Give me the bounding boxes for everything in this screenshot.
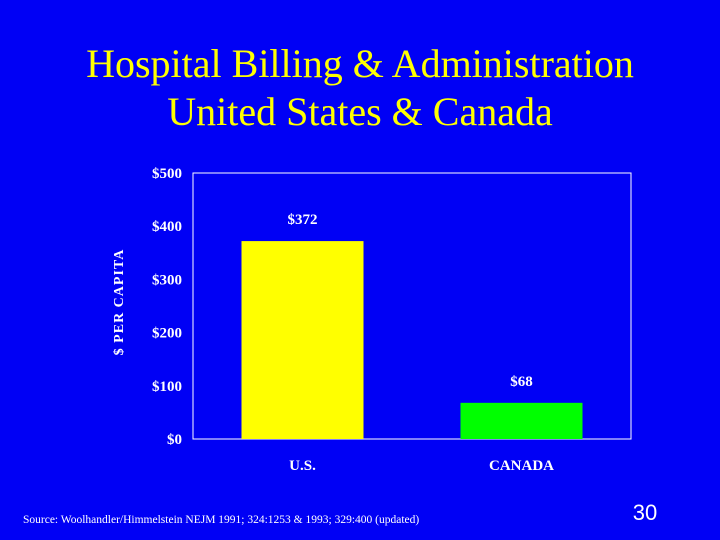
page-number: 30 [632, 500, 658, 525]
title-line-2: United States & Canada [167, 89, 553, 134]
y-axis-label: $ PER CAPITA [112, 249, 127, 356]
y-tick-label: $500 [152, 166, 182, 182]
y-tick-label: $100 [152, 379, 182, 395]
y-tick-label: $300 [152, 272, 182, 288]
data-label: $372 [288, 212, 318, 228]
x-axis-ticks: U.S. CANADA [289, 458, 554, 474]
data-label: $68 [510, 374, 533, 390]
slide-title: Hospital Billing & Administration United… [0, 40, 720, 136]
y-tick-label: $400 [152, 219, 182, 235]
bar-canada [460, 402, 583, 439]
y-axis-ticks: $0 $100 $200 $300 $400 $500 [152, 166, 182, 448]
x-tick-label: CANADA [489, 458, 554, 474]
y-tick-label: $200 [152, 326, 182, 342]
plot-frame [192, 172, 632, 440]
data-labels: $372 $68 [288, 212, 533, 390]
title-line-1: Hospital Billing & Administration [86, 41, 634, 86]
y-tick-label: $0 [167, 432, 182, 448]
x-tick-label: U.S. [289, 458, 316, 474]
source-citation: Source: Woolhandler/Himmelstein NEJM 199… [23, 514, 420, 526]
bars [241, 241, 583, 439]
bar-us [241, 241, 364, 439]
